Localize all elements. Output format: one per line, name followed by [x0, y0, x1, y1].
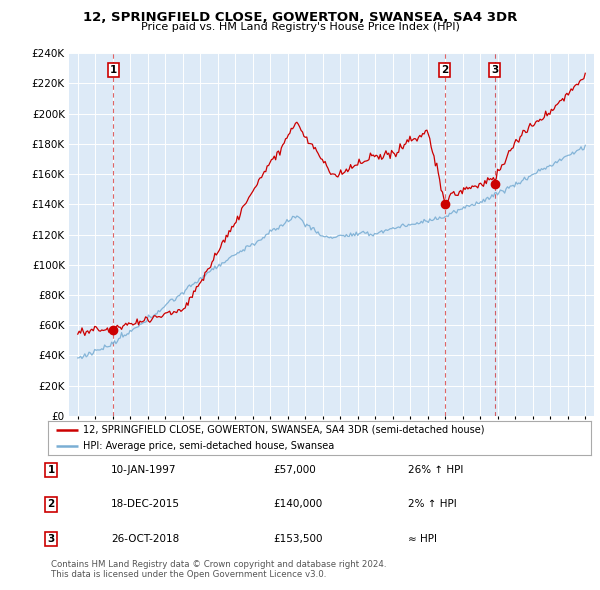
Text: 2% ↑ HPI: 2% ↑ HPI [408, 500, 457, 509]
Text: 3: 3 [491, 65, 498, 75]
Text: 3: 3 [47, 534, 55, 543]
Text: Price paid vs. HM Land Registry's House Price Index (HPI): Price paid vs. HM Land Registry's House … [140, 22, 460, 32]
Text: £153,500: £153,500 [273, 534, 323, 543]
Text: 18-DEC-2015: 18-DEC-2015 [111, 500, 180, 509]
Text: 26% ↑ HPI: 26% ↑ HPI [408, 466, 463, 475]
Text: 10-JAN-1997: 10-JAN-1997 [111, 466, 176, 475]
Text: 12, SPRINGFIELD CLOSE, GOWERTON, SWANSEA, SA4 3DR: 12, SPRINGFIELD CLOSE, GOWERTON, SWANSEA… [83, 11, 517, 24]
Text: ≈ HPI: ≈ HPI [408, 534, 437, 543]
Text: £57,000: £57,000 [273, 466, 316, 475]
Text: 2: 2 [441, 65, 448, 75]
Text: 12, SPRINGFIELD CLOSE, GOWERTON, SWANSEA, SA4 3DR (semi-detached house): 12, SPRINGFIELD CLOSE, GOWERTON, SWANSEA… [83, 425, 485, 435]
Text: 26-OCT-2018: 26-OCT-2018 [111, 534, 179, 543]
Text: Contains HM Land Registry data © Crown copyright and database right 2024.
This d: Contains HM Land Registry data © Crown c… [51, 560, 386, 579]
Text: HPI: Average price, semi-detached house, Swansea: HPI: Average price, semi-detached house,… [83, 441, 335, 451]
Text: £140,000: £140,000 [273, 500, 322, 509]
Text: 2: 2 [47, 500, 55, 509]
Text: 1: 1 [110, 65, 117, 75]
Text: 1: 1 [47, 466, 55, 475]
